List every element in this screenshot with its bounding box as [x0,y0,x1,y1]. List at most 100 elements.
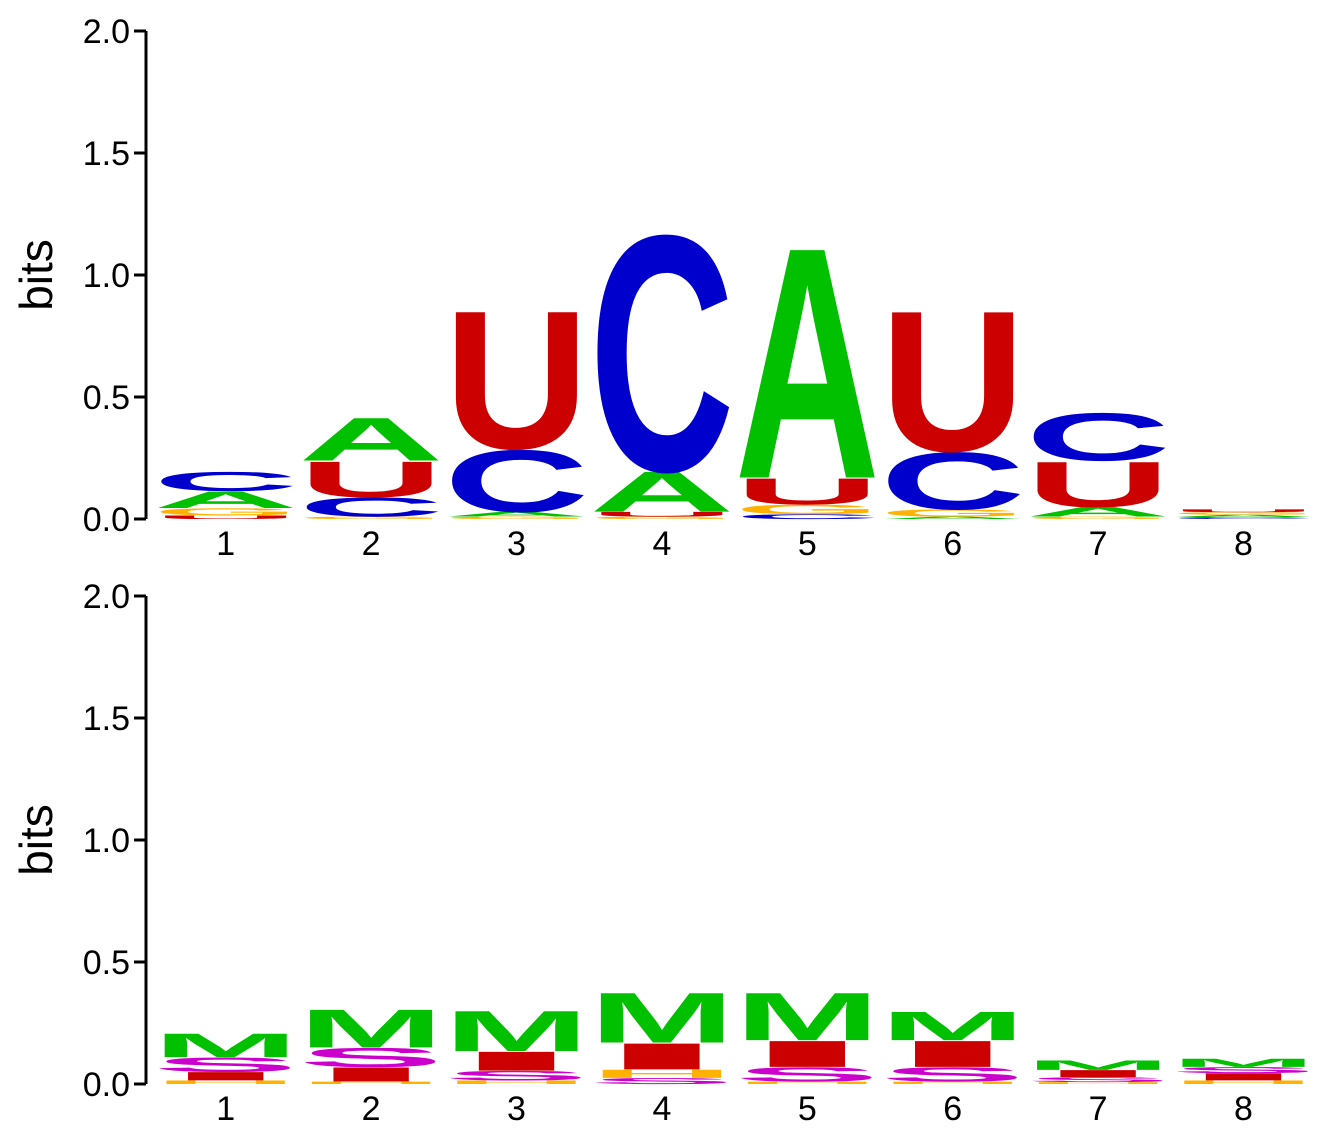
glyph-H: H [1171,1079,1316,1085]
glyph-G: G [153,506,298,517]
glyph-S: S [880,1063,1025,1086]
position-label: 2 [362,1090,381,1128]
glyph-M: M [1171,1056,1316,1069]
glyph-C: C [1025,399,1170,475]
glyph-C: C [1171,517,1316,520]
position-label: 3 [507,525,526,563]
glyph-C: C [444,431,589,530]
y-tick-label: 2.0 [83,13,130,51]
glyph-U: U [735,470,880,512]
glyph-M: M [735,978,880,1054]
glyph-H: H [589,1067,734,1080]
y-tick-label: 1.0 [83,822,130,860]
glyph-I: I [153,1070,298,1083]
y-tick-label: 0.0 [83,1066,130,1104]
glyph-G: G [298,516,443,520]
position-label: 4 [652,1090,671,1128]
glyph-S: S [735,1063,880,1086]
glyph-S: S [589,1076,734,1086]
glyph-I: I [735,1033,880,1075]
glyph-C: C [880,436,1025,527]
glyph-C: C [735,513,880,521]
position-label: 3 [507,1090,526,1128]
y-tick-label: 0.0 [83,501,130,539]
glyph-S: S [1171,1065,1316,1075]
y-axis-label: bits [10,804,62,876]
glyph-M: M [880,1003,1025,1049]
glyph-A: A [444,510,589,518]
position-label: 7 [1089,1090,1108,1128]
glyph-A: A [880,516,1025,520]
glyph-A: A [735,179,880,548]
glyph-U: U [1025,448,1170,520]
glyph-I: I [880,1033,1025,1075]
glyph-C: C [298,492,443,522]
glyph-M: M [444,999,589,1064]
glyph-A: A [1025,504,1170,519]
glyph-U: U [589,510,734,518]
y-tick-label: 1.0 [83,257,130,295]
position-label: 1 [216,1090,235,1128]
glyph-H: H [735,1081,880,1085]
y-tick-label: 2.0 [83,578,130,616]
glyph-H: H [1025,1082,1170,1085]
glyph-U: U [298,451,443,508]
position-label: 5 [798,525,817,563]
glyph-I: I [589,1035,734,1077]
position-label: 1 [216,525,235,563]
y-tick-label: 1.5 [83,135,130,173]
glyph-G: G [444,516,589,520]
glyph-G: G [1171,512,1316,516]
position-label: 8 [1234,525,1253,563]
glyph-S: S [153,1053,298,1076]
glyph-M: M [589,978,734,1058]
glyph-A: A [589,460,734,525]
glyph-H: H [298,1081,443,1085]
glyph-S: S [444,1068,589,1083]
position-label: 2 [362,525,381,563]
y-tick-label: 1.5 [83,700,130,738]
glyph-H: H [444,1079,589,1085]
glyph-I: I [1171,1071,1316,1082]
position-label: 7 [1089,525,1108,563]
glyph-A: A [153,487,298,514]
glyph-I: I [444,1046,589,1076]
glyph-M: M [153,1026,298,1064]
glyph-H: H [880,1081,1025,1085]
glyph-S: S [298,1042,443,1072]
glyph-I: I [1025,1068,1170,1079]
position-label: 8 [1234,1090,1253,1128]
glyph-M: M [298,999,443,1060]
glyph-U: U [444,269,589,490]
glyph-G: G [880,507,1025,518]
position-label: 5 [798,1090,817,1128]
position-label: 6 [943,525,962,563]
glyph-U: U [1171,508,1316,513]
glyph-M: M [1025,1058,1170,1073]
glyph-U: U [153,514,298,520]
position-label: 4 [652,525,671,563]
glyph-U: U [880,270,1025,494]
glyph-G: G [1025,516,1170,520]
glyph-H: H [153,1079,298,1085]
glyph-C: C [589,166,734,543]
y-tick-label: 0.5 [83,944,130,982]
glyph-G: G [735,502,880,517]
glyph-A: A [298,405,443,473]
